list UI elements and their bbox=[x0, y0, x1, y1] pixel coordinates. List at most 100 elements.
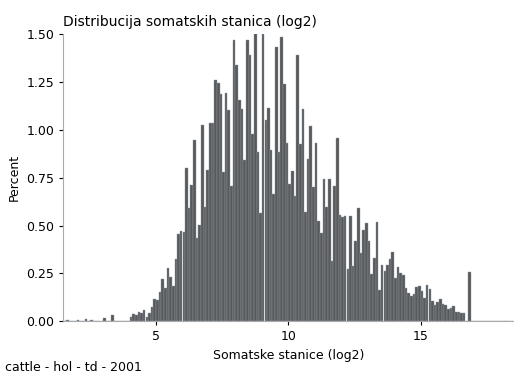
Bar bbox=[370, 274, 373, 321]
Bar bbox=[352, 266, 354, 321]
Bar bbox=[241, 109, 243, 321]
Bar bbox=[151, 307, 153, 321]
Bar bbox=[415, 287, 418, 321]
Bar bbox=[251, 134, 254, 321]
Bar bbox=[410, 296, 413, 321]
Bar bbox=[391, 252, 394, 321]
Bar bbox=[233, 40, 235, 321]
Bar bbox=[193, 140, 196, 321]
Bar bbox=[283, 84, 286, 321]
Bar bbox=[447, 309, 450, 321]
Bar bbox=[280, 37, 283, 321]
Bar bbox=[354, 241, 357, 321]
Bar bbox=[201, 125, 204, 321]
Bar bbox=[161, 279, 164, 321]
Bar bbox=[222, 172, 225, 321]
Bar bbox=[346, 269, 349, 321]
Bar bbox=[320, 233, 323, 321]
Bar bbox=[254, 19, 257, 321]
Text: cattle - hol - td - 2001: cattle - hol - td - 2001 bbox=[5, 361, 142, 374]
Bar bbox=[291, 171, 294, 321]
Bar bbox=[468, 271, 471, 321]
Bar bbox=[331, 261, 333, 321]
Bar bbox=[217, 83, 220, 321]
Bar bbox=[172, 286, 175, 321]
Bar bbox=[180, 231, 183, 321]
Bar bbox=[436, 302, 439, 321]
X-axis label: Somatske stanice (log2): Somatske stanice (log2) bbox=[213, 349, 364, 362]
Bar bbox=[323, 179, 325, 321]
Bar bbox=[278, 152, 280, 321]
Bar bbox=[378, 290, 381, 321]
Bar bbox=[159, 292, 161, 321]
Bar bbox=[458, 312, 460, 321]
Bar bbox=[238, 99, 241, 321]
Bar bbox=[394, 277, 397, 321]
Bar bbox=[190, 185, 193, 321]
Bar bbox=[428, 289, 431, 321]
Bar bbox=[341, 217, 344, 321]
Bar bbox=[296, 55, 299, 321]
Bar bbox=[317, 221, 320, 321]
Bar bbox=[312, 187, 315, 321]
Bar bbox=[272, 194, 275, 321]
Bar bbox=[442, 304, 444, 321]
Bar bbox=[376, 222, 378, 321]
Bar bbox=[333, 186, 336, 321]
Bar bbox=[267, 108, 270, 321]
Bar bbox=[304, 212, 307, 321]
Bar bbox=[209, 124, 212, 321]
Bar bbox=[230, 186, 233, 321]
Bar bbox=[452, 306, 455, 321]
Bar bbox=[262, 34, 264, 321]
Bar bbox=[264, 120, 267, 321]
Bar bbox=[235, 65, 238, 321]
Bar bbox=[339, 215, 341, 321]
Bar bbox=[455, 312, 458, 321]
Bar bbox=[138, 312, 140, 321]
Bar bbox=[460, 313, 463, 321]
Bar bbox=[373, 258, 376, 321]
Bar bbox=[418, 286, 421, 321]
Bar bbox=[130, 317, 132, 321]
Bar bbox=[386, 265, 389, 321]
Bar bbox=[288, 183, 291, 321]
Bar bbox=[413, 294, 415, 321]
Text: Distribucija somatskih stanica (log2): Distribucija somatskih stanica (log2) bbox=[63, 15, 317, 29]
Bar bbox=[227, 110, 230, 321]
Bar bbox=[450, 308, 452, 321]
Bar bbox=[90, 320, 93, 321]
Bar bbox=[196, 238, 198, 321]
Bar bbox=[444, 305, 447, 321]
Bar bbox=[365, 223, 368, 321]
Bar bbox=[214, 80, 217, 321]
Bar bbox=[315, 143, 317, 321]
Bar bbox=[198, 225, 201, 321]
Bar bbox=[103, 318, 106, 321]
Bar bbox=[402, 275, 405, 321]
Bar bbox=[360, 253, 362, 321]
Bar bbox=[463, 313, 466, 321]
Bar bbox=[381, 265, 384, 321]
Bar bbox=[302, 108, 304, 321]
Bar bbox=[405, 288, 407, 321]
Bar bbox=[439, 299, 442, 321]
Bar bbox=[66, 320, 69, 321]
Bar bbox=[177, 234, 180, 321]
Bar bbox=[175, 259, 177, 321]
Bar bbox=[357, 208, 360, 321]
Bar bbox=[259, 213, 262, 321]
Bar bbox=[220, 94, 222, 321]
Bar bbox=[275, 47, 278, 321]
Bar bbox=[156, 300, 159, 321]
Bar bbox=[169, 277, 172, 321]
Bar bbox=[77, 319, 79, 321]
Bar bbox=[249, 55, 251, 321]
Bar bbox=[286, 143, 288, 321]
Bar bbox=[206, 170, 209, 321]
Bar bbox=[336, 138, 339, 321]
Bar bbox=[183, 232, 185, 321]
Bar bbox=[431, 301, 434, 321]
Bar bbox=[225, 93, 227, 321]
Bar bbox=[397, 267, 399, 321]
